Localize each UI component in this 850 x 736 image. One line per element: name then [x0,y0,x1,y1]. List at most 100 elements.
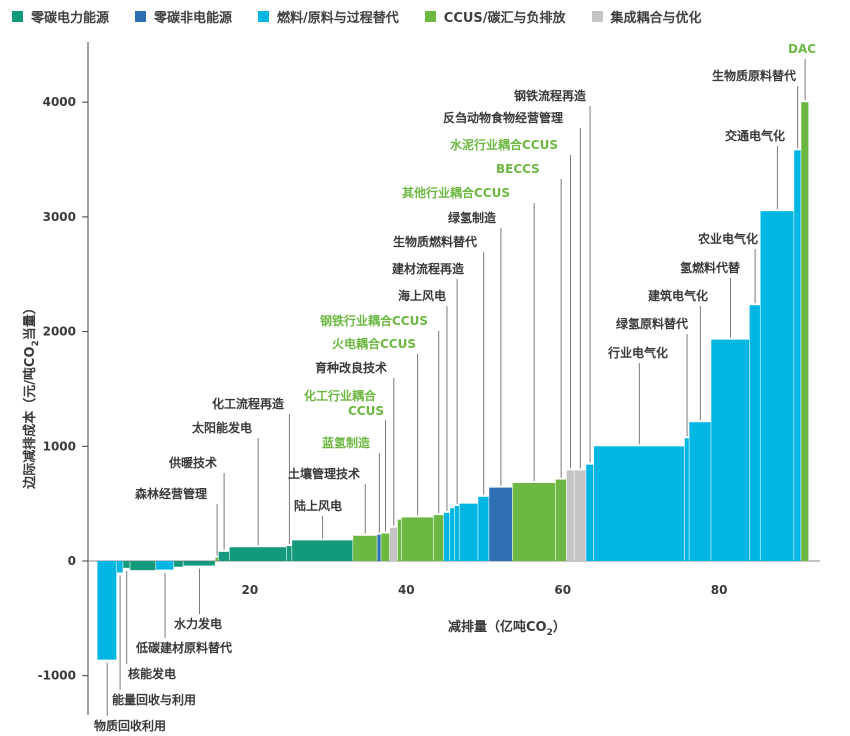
bar-label-37: DAC [788,42,816,56]
bar-label-13: 蓝氢制造 [322,435,371,450]
y-tick-label: -1000 [38,669,76,683]
y-tick-label: 0 [68,554,76,568]
bar-5 [174,561,183,567]
bar-label-26: BECCS [496,162,540,176]
bar-label-27: 水泥行业耦合CCUS [450,137,558,152]
bar-label-18: 钢铁行业耦合CCUS [320,313,428,328]
bar-label-36: 生物质原料替代 [712,68,796,83]
bar-label-21: 建材流程再造 [391,261,465,276]
bar-27 [566,470,574,561]
bar-18 [433,515,444,561]
bar-label-8: 供暖技术 [168,455,217,470]
bar-26 [555,479,567,561]
bar-17 [401,517,434,561]
legend-label-zero-carbon-power: 零碳电力能源 [31,10,110,26]
bar-label-10: 化工流程再造 [212,396,285,411]
bar-25 [512,483,556,561]
y-axis-title: 边际减排成本（元/吨CO2当量） [22,301,41,490]
legend-item-integration: 集成耦合与优化 [591,7,702,26]
bar-9 [229,547,287,561]
bar-32 [689,422,711,561]
legend-item-zero-carbon-power: 零碳电力能源 [12,7,109,26]
bar-22 [459,503,478,561]
bar-28 [574,470,586,561]
bar-label-19: 海上风电 [398,288,446,303]
bar-label-28: 反刍动物食物经营管理 [443,110,563,125]
y-tick-label: 2000 [43,325,76,339]
y-tick-label: 1000 [43,439,76,453]
legend-label-ccus: CCUS/碳汇与负排放 [443,10,566,26]
bar-10 [286,546,292,561]
bar-label-2: 核能发电 [128,666,176,681]
bar-16 [397,519,402,561]
bar-24 [489,487,513,561]
legend-item-fuel-substitution: 燃料/原料与过程替代 [258,7,399,26]
bar-label-33: 氢燃料代替 [680,260,741,275]
bar-label-30: 行业电气化 [607,345,668,360]
bar-21 [454,505,459,561]
x-tick-label: 40 [398,583,415,597]
legend-label-zero-carbon-nonpower: 零碳非电能源 [154,10,233,26]
legend-swatch-zero-carbon-nonpower [135,10,147,22]
bar-23 [478,496,489,561]
x-axis-title: 减排量（亿吨CO2） [448,619,566,638]
bar-label-34: 农业电气化 [697,231,758,246]
x-tick-label: 20 [242,583,259,597]
bar-label-15: 育种改良技术 [315,360,387,375]
x-tick-label: 60 [554,583,571,597]
y-tick-label: 4000 [43,95,76,109]
bar-label-14: 化工行业耦合 CCUS [304,388,384,418]
legend-swatch-fuel-substitution [258,10,270,22]
bar-0 [97,561,117,660]
bar-20 [450,508,455,561]
legend-item-ccus: CCUS/碳汇与负排放 [424,7,566,26]
bar-label-32: 建筑电气化 [647,288,708,303]
bar-label-31: 绿氢原料替代 [616,316,688,331]
bar-label-29: 钢铁流程再造 [514,88,587,103]
legend-label-integration: 集成耦合与优化 [610,10,702,26]
legend-swatch-zero-carbon-power [12,10,23,22]
bar-label-25: 其他行业耦合CCUS [402,185,510,200]
bar-11 [292,540,353,561]
bar-label-11: 陆上风电 [294,498,342,513]
bar-31 [684,438,689,561]
bar-label-17: 火电耦合CCUS [332,336,416,351]
bar-label-35: 交通电气化 [725,128,785,143]
legend-item-zero-carbon-nonpower: 零碳非电能源 [135,7,232,26]
legend: 零碳电力能源 零碳非电能源 燃料/原料与过程替代 CCUS/碳汇与负排放 集成耦… [12,6,728,26]
bar-label-12: 土壤管理技术 [288,466,360,481]
bar-label-9: 太阳能发电 [192,420,252,435]
bar-label-24: 绿氢制造 [448,210,497,225]
legend-swatch-ccus [424,10,436,22]
x-tick-label: 80 [711,583,728,597]
bar-36 [794,150,801,561]
bar-label-23: 生物质燃料替代 [393,234,477,249]
bar-label-0: 物质回收利用 [94,718,166,733]
bar-34 [749,305,760,561]
y-tick-label: 3000 [43,210,76,224]
bar-6 [183,561,215,566]
bar-13 [377,534,381,561]
bar-35 [760,211,794,562]
legend-label-fuel-substitution: 燃料/原料与过程替代 [277,10,399,26]
bar-12 [353,535,377,561]
bar-label-7: 森林经营管理 [135,486,207,501]
bar-3 [130,561,156,571]
bar-29 [586,464,594,561]
bar-2 [123,561,130,568]
bar-30 [593,446,685,561]
bar-37 [801,102,809,561]
bar-label-6: 水力发电 [174,616,222,631]
bar-14 [381,533,390,561]
bar-15 [389,527,398,561]
bar-4 [156,561,174,570]
bar-19 [443,512,450,561]
bar-label-1: 能量回收与利用 [112,692,196,707]
bar-1 [116,561,123,573]
bar-label-4: 低碳建材原料替代 [135,640,232,655]
legend-swatch-integration [591,10,603,22]
bar-8 [218,551,229,561]
bar-7 [215,557,219,561]
bar-33 [711,339,749,561]
